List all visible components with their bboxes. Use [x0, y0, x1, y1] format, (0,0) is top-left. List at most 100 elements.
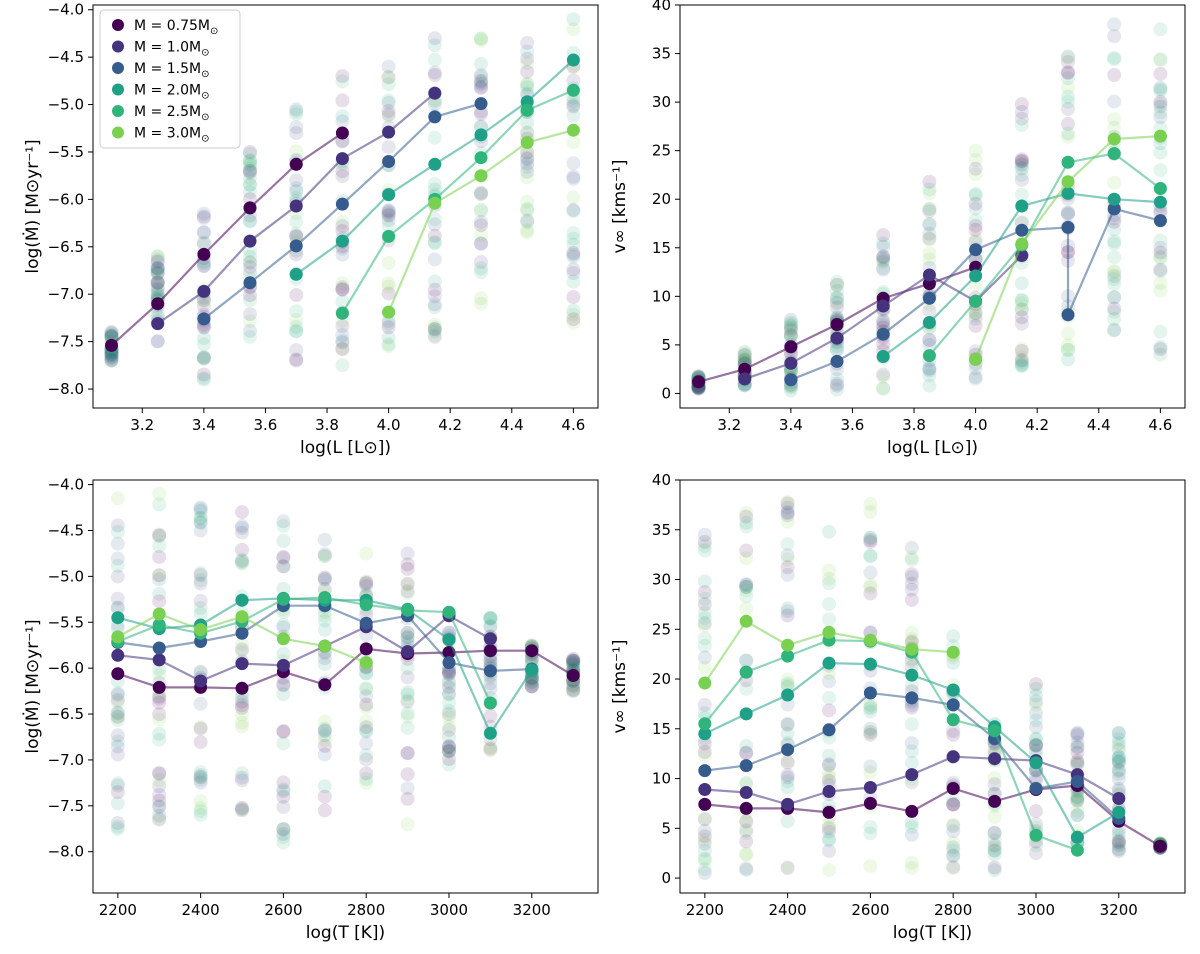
scatter-point [1070, 790, 1085, 804]
series-point-M075 [243, 201, 257, 215]
scatter-point [520, 125, 535, 139]
scatter-point [1111, 833, 1126, 848]
scatter-point [1070, 807, 1085, 822]
scatter-point [566, 682, 581, 697]
scatter-point [697, 697, 712, 712]
scatter-point [1014, 359, 1029, 374]
scatter-point [193, 515, 208, 529]
scatter-point [1111, 771, 1126, 786]
series-point-M15 [922, 291, 936, 305]
scatter-point [104, 353, 119, 368]
scatter-point [830, 342, 844, 357]
scatter-point [904, 736, 919, 751]
scatter-point [152, 528, 167, 543]
scatter-point [196, 371, 211, 386]
scatter-point [1014, 105, 1029, 119]
scatter-point [442, 743, 456, 758]
scatter-point [780, 717, 795, 732]
scatter-point [904, 570, 919, 584]
scatter-point [863, 704, 878, 719]
scatter-point [104, 353, 119, 368]
y-tick-label: 30 [652, 571, 671, 589]
scatter-point [1111, 754, 1126, 768]
scatter-point [1061, 49, 1075, 64]
scatter-point [335, 93, 350, 108]
scatter-point [276, 514, 291, 529]
scatter-point [335, 333, 350, 348]
scatter-point [289, 320, 304, 334]
scatter-point [317, 532, 332, 547]
scatter-point [243, 255, 257, 270]
scatter-point [1107, 301, 1122, 316]
scatter-point [697, 748, 712, 763]
scatter-point [1070, 739, 1085, 754]
scatter-point [863, 725, 878, 740]
series-point-M20 [289, 267, 303, 281]
series-point-M30 [111, 630, 125, 644]
scatter-point [822, 597, 836, 611]
scatter-point [1153, 250, 1168, 264]
scatter-point [150, 261, 165, 275]
series-line-M25 [928, 152, 1162, 357]
scatter-point [904, 592, 919, 607]
series-point-M15 [442, 656, 456, 670]
scatter-point [1107, 236, 1122, 251]
scatter-point [400, 709, 415, 724]
scatter-point [359, 724, 374, 739]
scatter-point [193, 719, 208, 734]
scatter-point [381, 255, 396, 270]
series-point-M10 [876, 299, 890, 313]
series-point-M10 [428, 86, 442, 100]
scatter-point [474, 68, 488, 83]
series-point-M15 [335, 197, 349, 211]
scatter-point [474, 76, 488, 91]
scatter-point [1070, 790, 1085, 805]
scatter-point [196, 372, 211, 387]
scatter-point [968, 306, 983, 321]
scatter-point [243, 314, 257, 329]
series-point-M25 [276, 592, 290, 606]
scatter-point [739, 551, 754, 566]
scatter-point [427, 328, 442, 343]
y-tick-label: −5.5 [48, 613, 84, 631]
scatter-point [483, 611, 498, 626]
scatter-point [427, 68, 442, 82]
scatter-point [968, 370, 983, 385]
series-point-M25 [946, 713, 960, 727]
scatter-point [427, 182, 442, 197]
scatter-point [243, 243, 257, 258]
scatter-point [483, 741, 498, 756]
scatter-point [987, 843, 1002, 858]
scatter-point [196, 206, 211, 221]
scatter-point [196, 337, 211, 352]
scatter-point [152, 586, 167, 601]
scatter-point [150, 261, 165, 276]
scatter-point [442, 730, 456, 745]
series-point-M075 [905, 804, 919, 818]
scatter-point [739, 515, 754, 530]
scatter-point [335, 219, 350, 234]
scatter-point [922, 252, 937, 267]
scatter-point [1153, 251, 1168, 266]
scatter-point [737, 348, 752, 363]
scatter-point [1111, 835, 1126, 850]
scatter-point [381, 109, 396, 124]
scatter-point [110, 558, 125, 573]
series-point-M075 [1153, 839, 1167, 853]
x-tick-label: 4.2 [1025, 416, 1049, 434]
legend-label-sub: ⊙ [201, 91, 209, 102]
scatter-point [152, 691, 167, 706]
scatter-point [243, 260, 257, 274]
scatter-point [566, 135, 581, 150]
series-point-M075 [739, 801, 753, 815]
scatter-point [922, 204, 937, 219]
scatter-point [317, 651, 332, 666]
scatter-point [946, 727, 961, 742]
scatter-point [235, 542, 249, 557]
scatter-point [317, 723, 332, 738]
scatter-point [946, 843, 961, 858]
scatter-point [150, 282, 165, 297]
scatter-point [863, 826, 878, 841]
scatter-point [1107, 68, 1122, 82]
